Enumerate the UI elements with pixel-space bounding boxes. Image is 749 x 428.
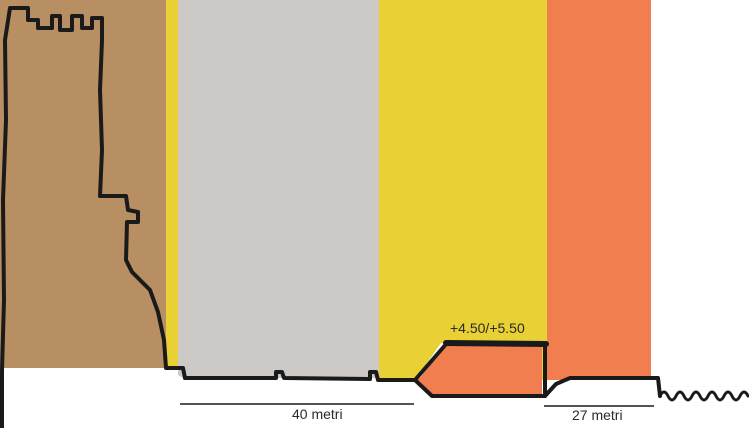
elevation-label: +4.50/+5.50 [450,320,525,336]
distance-label-27-metri: 27 metri [572,407,623,423]
castle-outline [0,6,187,428]
platform-outline [413,341,547,398]
ground-line [183,370,417,382]
castle-zone [0,0,166,368]
platform-top-thick [443,340,549,347]
yellow-zone [379,0,547,380]
water-wave-line [658,390,749,402]
grey-zone [178,0,379,378]
orange-zone [547,0,651,380]
right-ground-line [543,376,662,398]
terrain-fill [0,368,415,428]
left-yellow-strip [166,0,178,368]
distance-label-40-metri: 40 metri [292,406,343,422]
raised-platform [415,343,542,396]
